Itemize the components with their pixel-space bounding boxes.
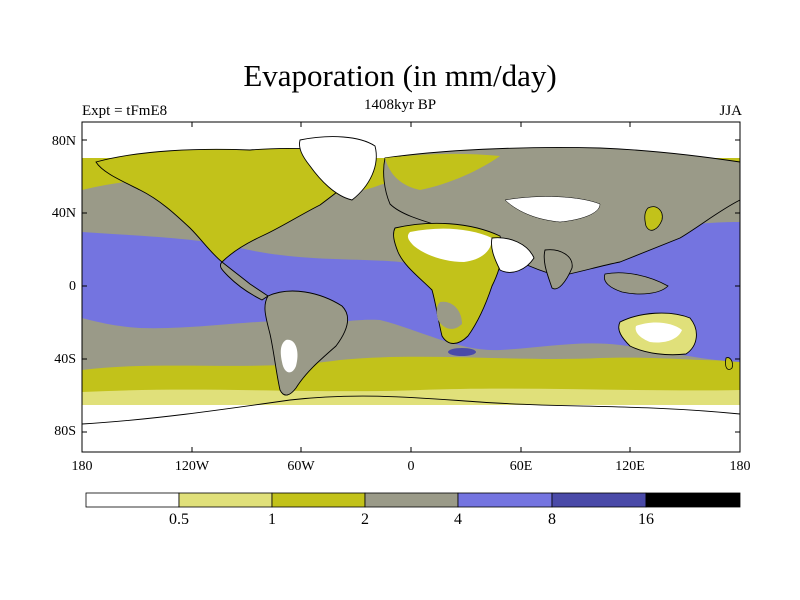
maritime-continent-land xyxy=(603,272,669,295)
colorbar-bin-2 xyxy=(271,492,366,508)
colorbar-label-3: 4 xyxy=(454,511,462,528)
map-subtitle: 1408kyr BP xyxy=(363,97,437,113)
lon-tick-120e: 120E xyxy=(615,459,645,474)
new-zealand-land xyxy=(725,357,733,370)
colorbar-label-2: 2 xyxy=(361,511,369,528)
colorbar-label-5: 16 xyxy=(638,511,654,528)
colorbar xyxy=(85,492,741,508)
india-land xyxy=(543,249,573,290)
evaporation-field xyxy=(82,122,740,452)
colorbar-bin-4 xyxy=(457,492,553,508)
japan-land xyxy=(644,206,663,231)
colorbar-label-0: 0.5 xyxy=(169,511,189,528)
lon-tick-180w: 180 xyxy=(71,459,93,474)
sahara-white-patch xyxy=(407,228,492,262)
experiment-label: Expt = tFmE8 xyxy=(82,103,168,119)
lat-tick-marks xyxy=(82,139,740,433)
lon-tick-180e: 180 xyxy=(729,459,751,474)
colorbar-label-4: 8 xyxy=(548,511,556,528)
south-light-yellow-band xyxy=(82,388,740,405)
colorbar-bin-0 xyxy=(85,492,180,508)
lat-tick-80n: 80N xyxy=(51,134,76,149)
antarctica-coastline xyxy=(82,395,740,425)
lat-tick-80s: 80S xyxy=(54,424,76,439)
greenland-land xyxy=(299,136,377,201)
southern-africa-grey-patch xyxy=(436,301,462,329)
lon-tick-marks xyxy=(191,122,631,452)
antarctic-white-zone xyxy=(82,405,740,452)
lon-tick-60e: 60E xyxy=(509,459,533,474)
central-asia-white-patch xyxy=(504,196,601,223)
colorbar-bin-3 xyxy=(364,492,459,508)
agulhas-dark-patch xyxy=(448,348,476,356)
colorbar-label-1: 1 xyxy=(268,511,276,528)
arabia-land xyxy=(491,237,535,273)
colorbar-bin-6 xyxy=(645,492,741,508)
australia-white-patch xyxy=(635,322,682,343)
colorbar-bin-1 xyxy=(178,492,273,508)
lat-tick-40n: 40N xyxy=(51,206,76,221)
colorbar-bin-5 xyxy=(551,492,647,508)
season-label: JJA xyxy=(719,103,742,119)
lat-tick-0: 0 xyxy=(69,279,76,294)
north-america-land xyxy=(95,148,371,263)
lon-tick-120w: 120W xyxy=(174,459,210,474)
central-america-land xyxy=(219,261,269,301)
north-europe-yellow xyxy=(385,153,500,190)
lat-tick-40s: 40S xyxy=(54,352,76,367)
map-title: Evaporation (in mm/day) xyxy=(243,58,557,93)
patagonia-white-patch xyxy=(280,339,298,373)
lon-tick-60w: 60W xyxy=(287,459,315,474)
lon-tick-0: 0 xyxy=(407,459,415,474)
